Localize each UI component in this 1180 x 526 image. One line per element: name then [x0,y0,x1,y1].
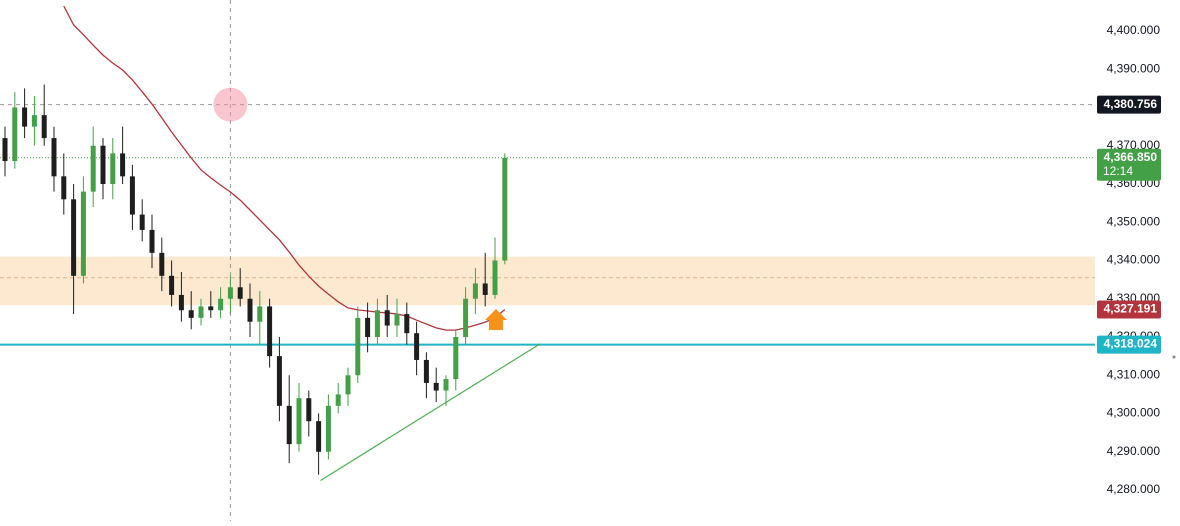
candle-body [482,283,488,295]
candle-body [51,138,57,177]
candle-body [345,375,351,395]
candle-body [61,176,67,200]
candle-body [296,398,302,445]
y-tick-label: 4,340.000 [1107,253,1161,267]
candle-body [90,145,96,192]
candle-body [453,337,459,380]
candle-body [12,107,18,162]
candle-body [188,310,194,318]
candle-body [110,153,116,184]
price-box [1097,148,1161,181]
candle-body [325,405,331,452]
candle-body [198,306,204,318]
candle-body [286,405,292,445]
candle-body [80,191,86,276]
signal-arrow [485,309,507,330]
candle-body [433,382,439,391]
candle-body [365,317,371,338]
countdown: 12:14 [1103,164,1133,178]
y-tick-label: 4,290.000 [1107,444,1161,458]
candle-body [463,298,469,338]
price-box-label: 4,366.850 [1104,150,1158,164]
candle-body [443,379,449,391]
dot [1172,355,1176,359]
candle-body [492,260,498,295]
candle-body [267,306,273,357]
candle-body [237,287,243,299]
candle-body [159,252,165,276]
y-tick-label: 4,400.000 [1107,23,1161,37]
candle-body [423,359,429,383]
y-tick-label: 4,280.000 [1107,482,1161,496]
candle-body [414,333,420,360]
candle-body [472,283,478,299]
candle-body [208,306,214,311]
candle-body [178,294,184,311]
candle-body [404,314,410,334]
candle-body [247,298,253,322]
price-axis: 4,280.000 4,290.000 4,300.000 4,310.000 4,32… [1095,23,1161,496]
price-box [1097,335,1161,354]
candle-body [227,287,233,299]
candle-body [71,199,77,276]
candle-body [100,145,106,184]
candle-body [335,394,341,406]
candle-body [316,421,322,452]
y-tick-label: 4,300.000 [1107,406,1161,420]
plot [0,0,1095,521]
candle-body [394,314,400,326]
candle-body [502,157,508,261]
price-box-label: 4,380.756 [1104,97,1158,111]
candle-body [384,310,390,326]
candle-body [129,176,135,215]
trendline [320,343,541,481]
candle-body [31,115,37,127]
price-box-label: 4,318.024 [1104,337,1158,351]
candle-body [41,115,47,139]
candle-body [218,298,224,311]
candle-body [276,356,282,406]
crosshair-dot [213,87,248,122]
candle-body [306,398,312,422]
candle-body [257,306,263,322]
price-box-label: 4,327.191 [1104,302,1158,316]
candle-body [139,214,145,230]
y-tick-label: 4,350.000 [1107,214,1161,228]
moving-average [63,5,506,331]
price-box [1097,95,1161,114]
y-tick-label: 4,310.000 [1107,367,1161,381]
candle-body [169,275,175,295]
y-tick-label: 4,390.000 [1107,61,1161,75]
candle-body [120,153,126,177]
candle-body [374,310,380,338]
candle-body [355,317,361,376]
price-box [1097,300,1161,319]
y-tick-label: 4,370.000 [1107,138,1161,152]
candle-body [2,138,8,162]
candle-body [149,229,155,253]
candle-body [22,107,28,127]
